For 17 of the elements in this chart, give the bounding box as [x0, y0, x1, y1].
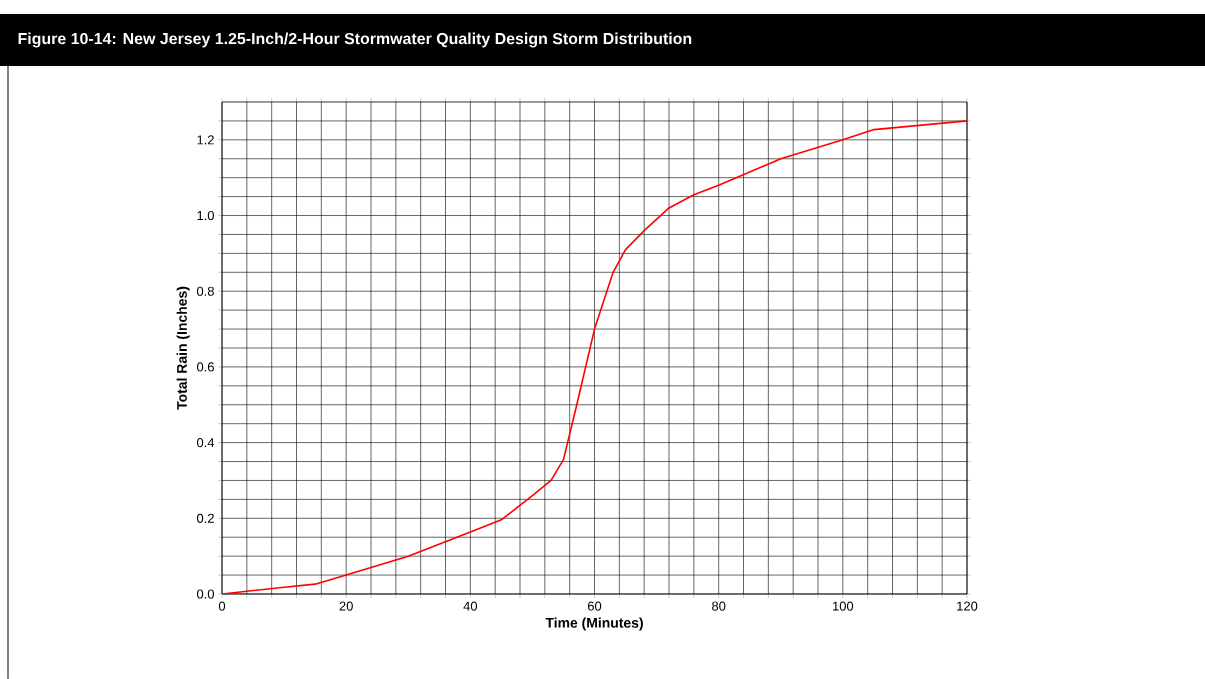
y-tick-label: 0.4	[196, 438, 215, 448]
x-tick-label: 100	[833, 601, 854, 611]
x-tick-label: 120	[957, 601, 978, 611]
y-tick-label: 0.0	[196, 589, 214, 599]
x-tick-label: 20	[339, 601, 353, 611]
y-tick-label: 1.0	[197, 210, 214, 221]
x-axis-title: Time (Minutes)	[545, 617, 643, 631]
x-tick-label: 0	[218, 601, 226, 611]
y-axis-title: Total Rain (Inches)	[176, 286, 190, 410]
x-tick-label: 60	[587, 601, 602, 611]
y-tick-label: 0.6	[196, 362, 214, 372]
y-tick-label: 0.8	[196, 286, 214, 296]
x-tick-label: 80	[712, 601, 726, 611]
chart-title: Figure 10-14: New Jersey 1.25-Inch/2-Hour Stormwater Quality Design Storm Distribution	[18, 32, 692, 48]
y-tick-label: 1.2	[197, 135, 214, 145]
y-tick-label: 0.2	[196, 513, 214, 523]
x-tick-label: 40	[463, 601, 478, 611]
